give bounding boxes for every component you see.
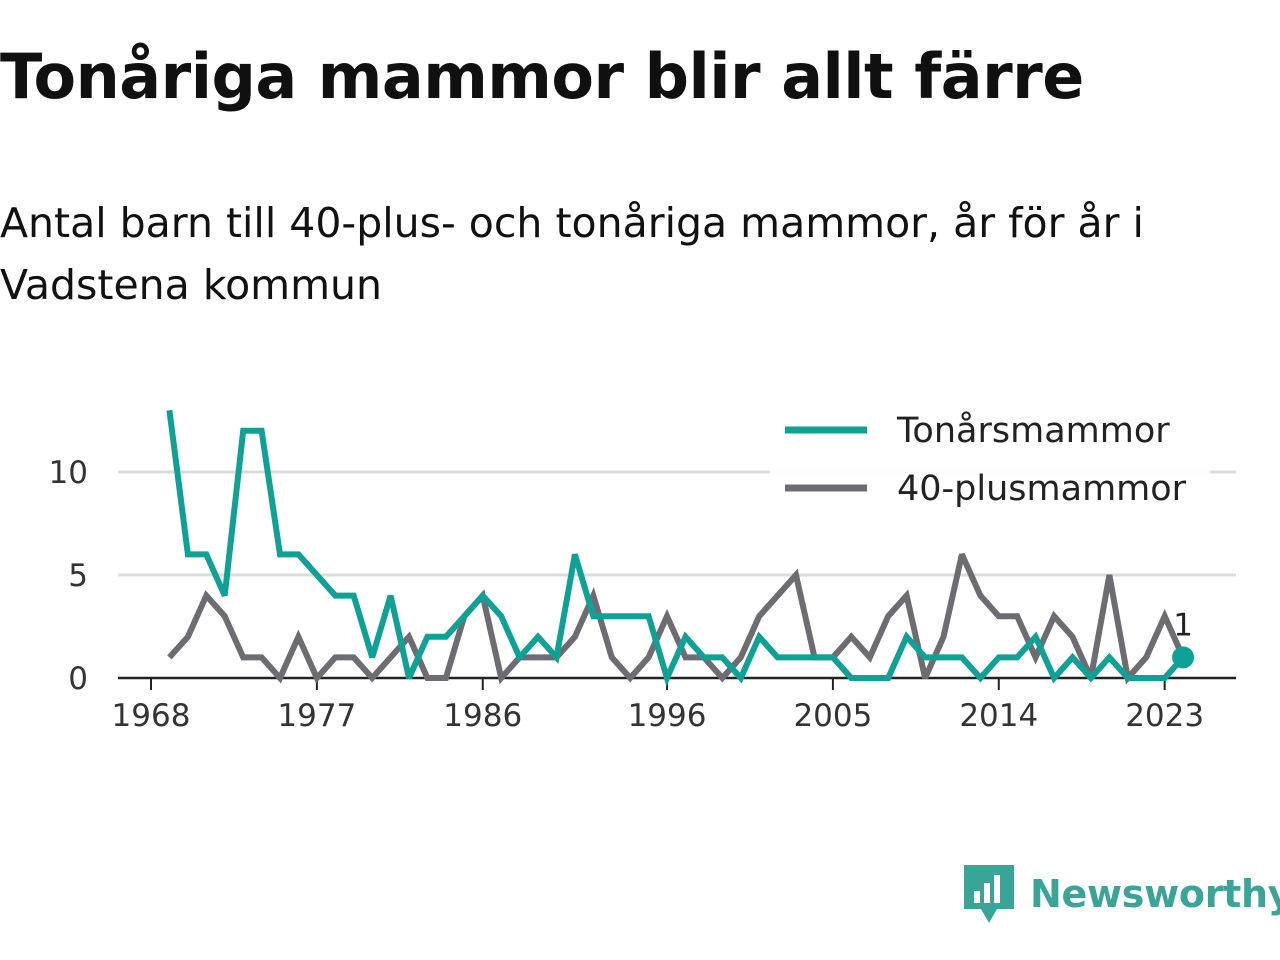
x-tick-label-1986: 1986 <box>443 698 522 734</box>
x-tick-label-1996: 1996 <box>628 698 707 734</box>
y-axis-ticks: 0 5 10 <box>49 455 88 697</box>
legend-label-0: Tonårsmammor <box>896 410 1170 451</box>
series-line-ton-rsmammor <box>166 409 1186 687</box>
newsworthy-logo-icon <box>964 865 1014 923</box>
brand-name: Newsworthy <box>1030 872 1280 916</box>
end-value-label: 1 <box>1173 607 1193 643</box>
chart-title: Tonåriga mammor blir allt färre <box>0 40 1084 113</box>
x-tick-label-2005: 2005 <box>793 698 872 734</box>
legend: Tonårsmammor 40-plusmammor <box>770 402 1210 520</box>
y-tick-label-10: 10 <box>49 455 88 491</box>
end-point-marker <box>1172 646 1195 669</box>
legend-background <box>770 402 1210 520</box>
x-tick-label-2023: 2023 <box>1125 698 1204 734</box>
x-axis: 1968 1977 1986 1996 2005 2014 2023 <box>112 676 1236 734</box>
legend-label-1: 40-plusmammor <box>897 469 1187 509</box>
chart-subtitle: Antal barn till 40-plus- och tonåriga ma… <box>0 199 1144 309</box>
y-tick-label-5: 5 <box>68 558 88 594</box>
x-tick-label-1968: 1968 <box>112 698 191 734</box>
x-tick-label-1977: 1977 <box>277 698 356 734</box>
brand-logo: Newsworthy <box>964 864 1280 924</box>
y-tick-label-0: 0 <box>68 661 88 697</box>
line-chart: 0 5 10 1968 1977 1986 1996 2005 2014 2023 Tonårs… <box>49 402 1236 734</box>
series-line-40-plusmammor <box>167 553 1186 685</box>
x-tick-label-2014: 2014 <box>959 698 1038 734</box>
series-lines: 1 <box>166 409 1195 687</box>
